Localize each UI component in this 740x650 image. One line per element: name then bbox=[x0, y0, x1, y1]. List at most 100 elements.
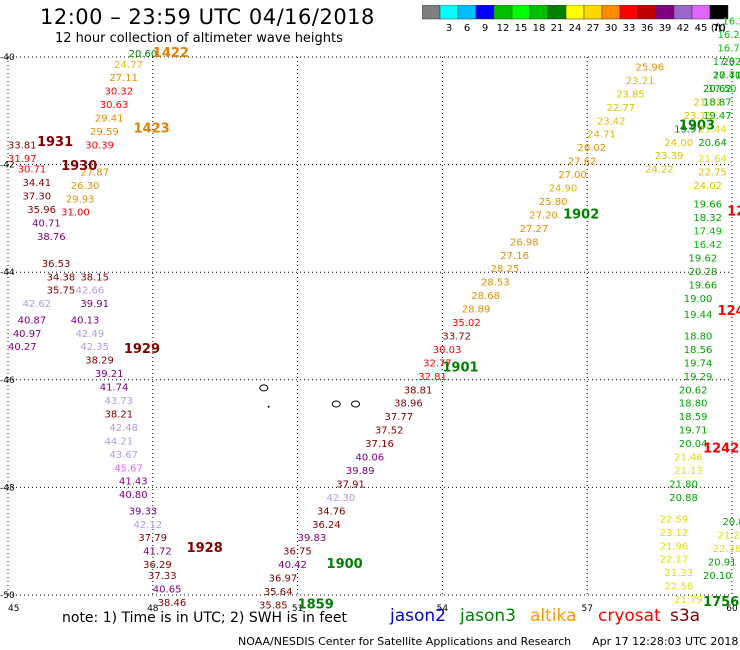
wave-height-value: 44.21 bbox=[105, 436, 134, 447]
wave-height-value: 28.68 bbox=[471, 291, 500, 302]
wave-height-value: 40.13 bbox=[71, 315, 100, 326]
colorbar-tick-label: 15 bbox=[515, 23, 528, 34]
wave-height-value: 21.44 bbox=[698, 124, 727, 135]
timestamp-text: Apr 17 12:28:03 UTC 2018 bbox=[592, 635, 739, 648]
wave-height-value: 17.50 bbox=[708, 84, 737, 95]
wave-height-value: 39.33 bbox=[129, 506, 158, 517]
wave-height-value: 35.85 bbox=[259, 600, 288, 611]
wave-height-value: 27.16 bbox=[500, 251, 529, 262]
wave-height-value: 36.53 bbox=[42, 259, 71, 270]
wave-height-value: 23.21 bbox=[626, 76, 655, 87]
wave-height-value: 39.89 bbox=[346, 466, 375, 477]
wave-height-value: 19.66 bbox=[689, 280, 718, 291]
wave-height-value: 38.46 bbox=[158, 598, 187, 609]
colorbar-tick-label: 36 bbox=[641, 23, 654, 34]
wave-height-value: 21.13 bbox=[674, 466, 703, 477]
wave-height-value: 30.32 bbox=[105, 87, 134, 98]
wave-height-value: 38.15 bbox=[80, 272, 109, 283]
latitude-tick-label: -50 bbox=[0, 591, 15, 601]
wave-height-value: 37.79 bbox=[138, 533, 167, 544]
wave-height-value: 32.77 bbox=[423, 358, 452, 369]
wave-height-value: 45.67 bbox=[114, 463, 143, 474]
map-subtitle: 12 hour collection of altimeter wave hei… bbox=[55, 31, 343, 46]
wave-height-value: 20.04 bbox=[679, 439, 708, 450]
pass-time-label: 1901 bbox=[442, 361, 478, 376]
wave-height-value: 20.91 bbox=[708, 557, 737, 568]
credit-text: NOAA/NESDIS Center for Satellite Applica… bbox=[238, 635, 572, 648]
wave-height-value: 24.22 bbox=[645, 165, 674, 176]
wave-height-value: 42.49 bbox=[76, 329, 105, 340]
wave-height-value: 35.75 bbox=[47, 286, 76, 297]
colorbar-tick-label: 12 bbox=[497, 23, 510, 34]
wave-height-value: 23.42 bbox=[597, 116, 626, 127]
wave-height-value: 27.20 bbox=[529, 210, 558, 221]
wave-height-value: 40.27 bbox=[8, 342, 37, 353]
colorbar-swatch bbox=[709, 5, 729, 20]
wave-height-value: 37.52 bbox=[375, 426, 404, 437]
wave-height-value: 35.96 bbox=[27, 205, 56, 216]
island-crozet-east-2 bbox=[351, 400, 361, 408]
wave-height-value: 19.47 bbox=[703, 111, 732, 122]
wave-height-value: 27.11 bbox=[109, 73, 138, 84]
wave-height-value: 27.00 bbox=[558, 170, 587, 181]
wave-height-value: 38.29 bbox=[85, 356, 114, 367]
wave-height-value: 38.76 bbox=[37, 232, 66, 243]
wave-height-value: 40.65 bbox=[153, 584, 182, 595]
wave-height-value: 25.96 bbox=[635, 62, 664, 73]
pass-time-label: 1423 bbox=[133, 121, 169, 136]
wave-height-value: 28.25 bbox=[491, 264, 520, 275]
wave-height-value: 36.29 bbox=[143, 560, 172, 571]
wave-height-value: 20.62 bbox=[679, 385, 708, 396]
wave-height-value: 29.41 bbox=[95, 114, 124, 125]
wave-height-value: 37.77 bbox=[384, 412, 413, 423]
wave-height-value: 19.71 bbox=[679, 426, 708, 437]
wave-height-value: 37.91 bbox=[336, 479, 365, 490]
latitude-tick-label: -44 bbox=[0, 268, 15, 278]
wave-height-value: 43.67 bbox=[109, 450, 138, 461]
wave-height-value: 31.00 bbox=[61, 208, 90, 219]
wave-height-value: 18.80 bbox=[684, 331, 713, 342]
wave-height-value: 33.81 bbox=[8, 140, 37, 151]
wave-height-value: 24.02 bbox=[693, 181, 722, 192]
pass-time-label: 124 bbox=[718, 304, 740, 319]
color-scale-legend: 3 6 9 12 15 18 21 24 27 30 33 36 39 42 45 70(ft) bbox=[422, 5, 729, 34]
colorbar-tick-label: 24 bbox=[569, 23, 582, 34]
longitude-tick-label: 45 bbox=[8, 604, 19, 614]
pass-time-label: 1931 bbox=[37, 135, 73, 150]
wave-height-value: 16.22 bbox=[718, 30, 740, 41]
wave-height-value: 42.12 bbox=[133, 520, 162, 531]
island-crozet-west bbox=[259, 384, 269, 392]
wave-height-value: 18.59 bbox=[679, 412, 708, 423]
wave-height-value: 39.91 bbox=[80, 299, 109, 310]
wave-height-value: 16.42 bbox=[693, 240, 722, 251]
wave-height-value: 18.32 bbox=[693, 213, 722, 224]
colorbar-tick-label: 27 bbox=[587, 23, 600, 34]
wave-height-value: 32.81 bbox=[418, 372, 447, 383]
wave-height-value: 37.30 bbox=[22, 192, 51, 203]
colorbar-unit-label: (ft) bbox=[711, 23, 726, 34]
wave-height-value: 19.00 bbox=[684, 294, 713, 305]
wave-height-value: 23.13 bbox=[684, 111, 713, 122]
wave-height-value: 22.56 bbox=[664, 582, 693, 593]
wave-height-value: 22.38 bbox=[713, 544, 740, 555]
wave-height-value: 39.83 bbox=[298, 533, 327, 544]
colorbar-tick-label: 30 bbox=[605, 23, 618, 34]
island-crozet-dot bbox=[267, 405, 270, 408]
wave-height-value: 37.33 bbox=[148, 571, 177, 582]
wave-height-value: 34.38 bbox=[47, 272, 76, 283]
wave-height-value: 27.27 bbox=[520, 224, 549, 235]
wave-height-value: 40.97 bbox=[13, 329, 42, 340]
pass-time-label: 1928 bbox=[187, 541, 223, 556]
wave-height-value: 20.60 bbox=[129, 49, 158, 60]
wave-height-value: 36.24 bbox=[312, 520, 341, 531]
wave-height-value: 35.02 bbox=[452, 318, 481, 329]
wave-height-value: 30.71 bbox=[18, 165, 47, 176]
wave-height-value: 20.10 bbox=[703, 571, 732, 582]
wave-height-value: 24.71 bbox=[587, 130, 616, 141]
wave-height-value: 22.75 bbox=[698, 167, 727, 178]
wave-height-value: 34.76 bbox=[317, 506, 346, 517]
colorbar-tick-label: 70 bbox=[713, 23, 726, 34]
wave-height-value: 19.62 bbox=[689, 253, 718, 264]
